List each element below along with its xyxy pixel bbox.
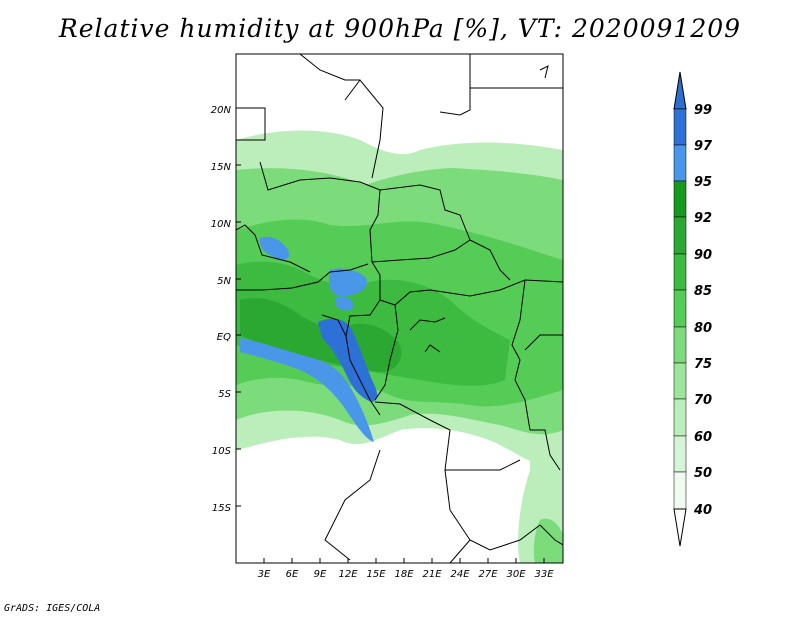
- colorbar-label-80: 80: [694, 321, 712, 336]
- colorbar-seg-90-92: [673, 216, 687, 255]
- colorbar-seg-97-99: [673, 108, 687, 146]
- lat-label-15n: 15N: [211, 162, 232, 173]
- colorbar-seg-80-85: [673, 289, 687, 328]
- colorbar-seg-50-60: [673, 435, 687, 473]
- lon-label-3e: 3E: [258, 569, 271, 580]
- colorbar-seg-75-80: [673, 326, 687, 364]
- colorbar-seg-92-95: [673, 180, 687, 218]
- map-frame: [235, 53, 564, 564]
- axis-ticks: [236, 107, 545, 563]
- colorbar-label-50: 50: [694, 466, 712, 481]
- rh-band-saturated-2: [318, 318, 378, 402]
- lon-label-18e: 18E: [394, 569, 414, 580]
- colorbar-label-40: 40: [693, 503, 712, 518]
- colorbar-arrow-bottom: [673, 508, 687, 547]
- colorbar-seg-95-97: [673, 144, 687, 182]
- lon-label-9e: 9E: [314, 569, 327, 580]
- colorbar-seg-40-50: [673, 471, 687, 510]
- lon-label-15e: 15E: [366, 569, 386, 580]
- rh-band-saturated-4: [328, 268, 367, 297]
- lon-label-21e: 21E: [422, 569, 442, 580]
- colorbar-label-75: 75: [694, 357, 712, 372]
- colorbar-seg-85-90: [673, 253, 687, 291]
- latitude-labels: 20N 15N 10N 5N EQ 5S 10S 15S: [211, 105, 232, 514]
- colorbar: 99 97 95 92 90 85 80 75 70 60 50 40: [673, 71, 713, 547]
- lon-label-33e: 33E: [534, 569, 554, 580]
- country-borders: [236, 54, 563, 563]
- colorbar-arrow-top: [673, 71, 687, 110]
- grads-credit: GrADS: IGES/COLA: [4, 603, 101, 614]
- lon-label-27e: 27E: [478, 569, 498, 580]
- rh-band-southeast-2: [533, 518, 563, 563]
- lat-label-15s: 15S: [212, 503, 232, 514]
- lat-label-10s: 10S: [212, 446, 232, 457]
- rh-band-saturated: [240, 338, 374, 442]
- lat-label-eq: EQ: [217, 332, 231, 343]
- colorbar-label-97: 97: [694, 139, 713, 154]
- colorbar-label-95: 95: [694, 175, 712, 190]
- lon-label-6e: 6E: [286, 569, 299, 580]
- longitude-labels: 3E 6E 9E 12E 15E 18E 21E 24E 27E 30E 33E: [258, 569, 555, 580]
- lon-label-30e: 30E: [506, 569, 526, 580]
- rh-band-saturated-5: [336, 296, 354, 311]
- colorbar-label-70: 70: [694, 393, 712, 408]
- lon-label-12e: 12E: [338, 569, 358, 580]
- lat-label-10n: 10N: [211, 219, 232, 230]
- lat-label-20n: 20N: [211, 105, 232, 116]
- lat-label-5n: 5N: [217, 276, 231, 287]
- colorbar-seg-60-70: [673, 398, 687, 437]
- lon-label-24e: 24E: [450, 569, 470, 580]
- colorbar-seg-70-75: [673, 362, 687, 400]
- colorbar-label-99: 99: [694, 103, 712, 118]
- colorbar-label-90: 90: [694, 248, 712, 263]
- colorbar-label-85: 85: [694, 284, 712, 299]
- colorbar-label-60: 60: [694, 430, 712, 445]
- colorbar-label-92: 92: [694, 211, 712, 226]
- chart-title: Relative humidity at 900hPa [%], VT: 202…: [58, 14, 742, 43]
- lat-label-5s: 5S: [218, 389, 231, 400]
- humidity-field: [236, 130, 563, 563]
- rh-band-saturated-3: [259, 236, 290, 260]
